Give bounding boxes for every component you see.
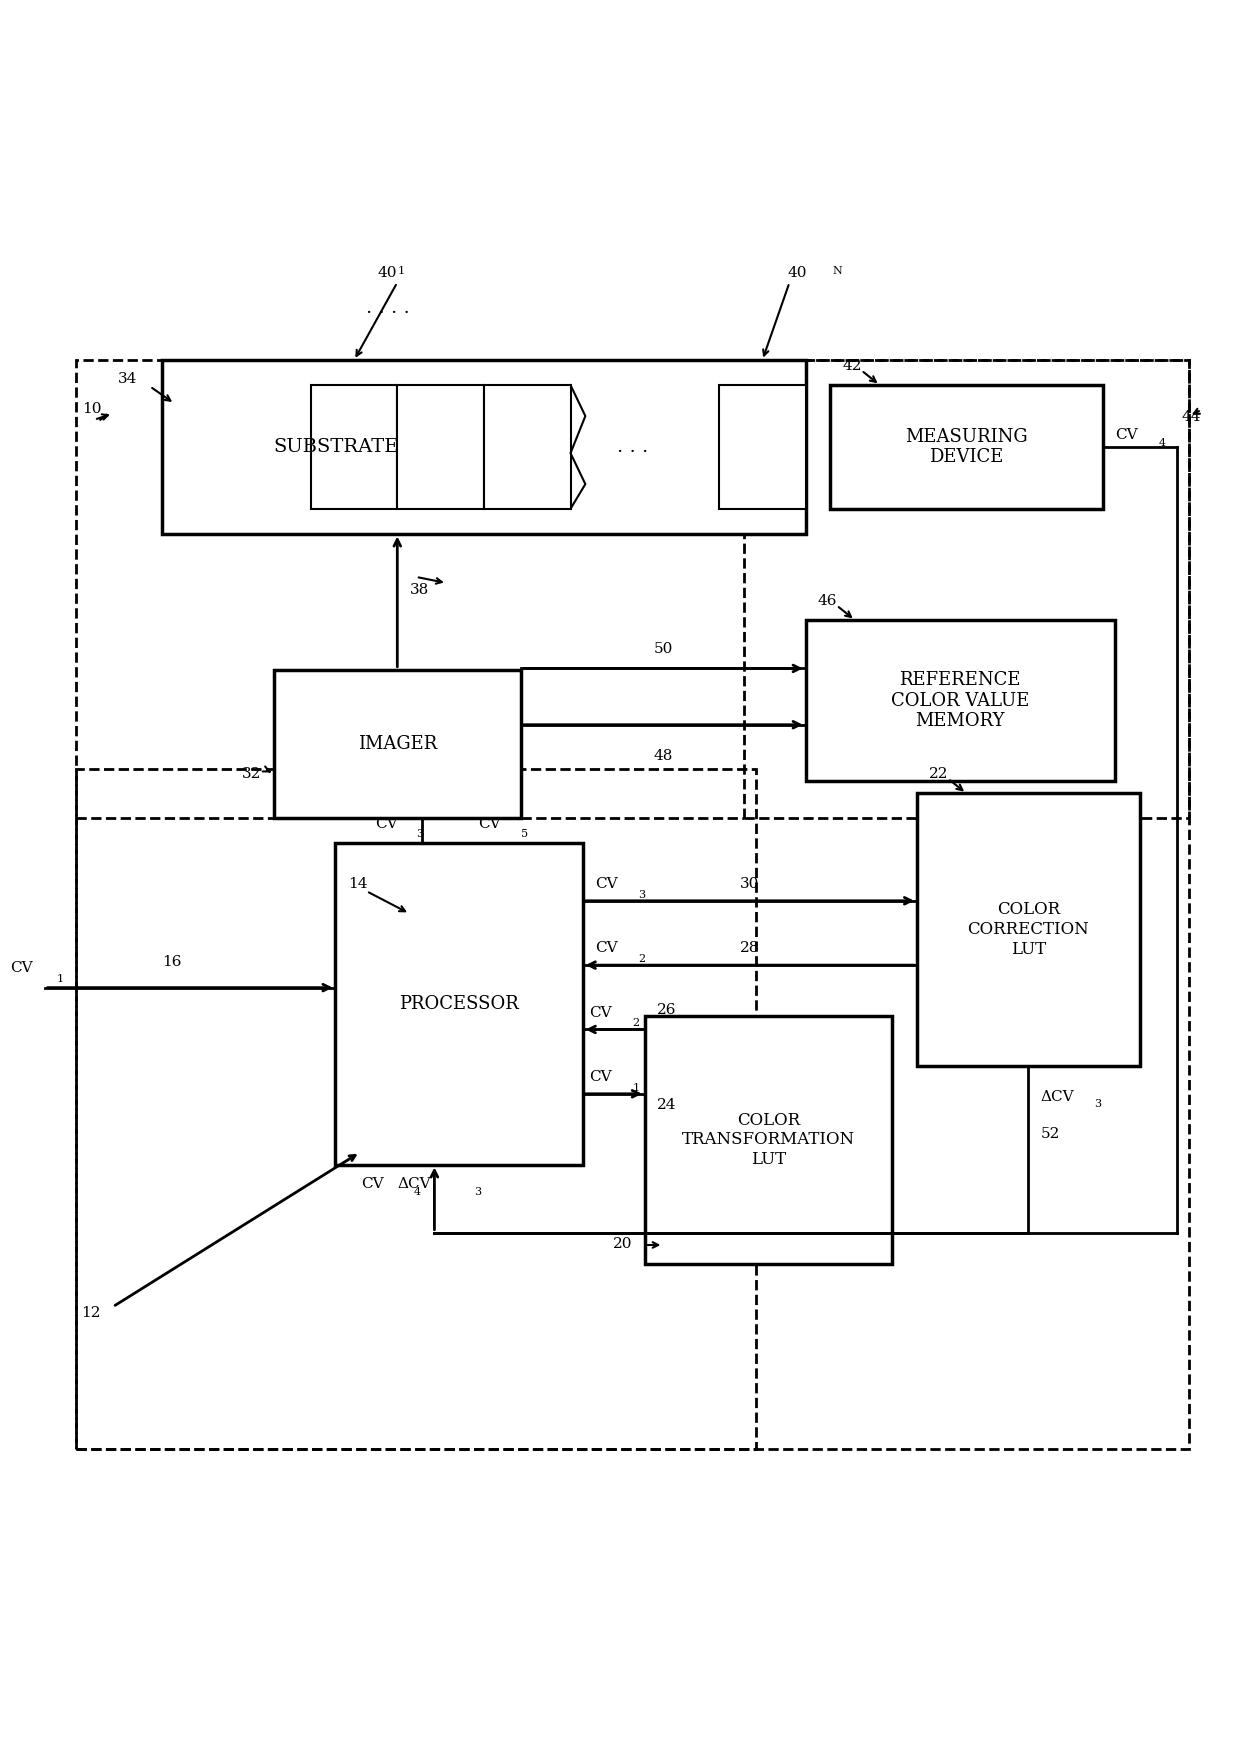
Text: N: N <box>833 266 842 276</box>
Text: CV: CV <box>477 817 501 831</box>
Text: REFERENCE
COLOR VALUE
MEMORY: REFERENCE COLOR VALUE MEMORY <box>892 671 1029 730</box>
Text: 1: 1 <box>632 1082 640 1093</box>
Text: 38: 38 <box>409 583 429 597</box>
Text: 52: 52 <box>1040 1128 1060 1142</box>
Text: 1: 1 <box>397 266 404 276</box>
Bar <box>336 843 583 1165</box>
Text: CV: CV <box>589 1070 611 1084</box>
Text: 1: 1 <box>57 973 64 984</box>
Text: 44: 44 <box>1182 410 1202 424</box>
Bar <box>274 669 521 818</box>
Bar <box>719 385 806 509</box>
Text: 40: 40 <box>378 266 397 280</box>
Text: CV: CV <box>10 961 32 975</box>
Text: CV: CV <box>1115 428 1137 442</box>
Text: 40: 40 <box>787 266 806 280</box>
Text: 10: 10 <box>82 401 102 415</box>
Text: 5: 5 <box>521 829 528 840</box>
Text: 24: 24 <box>657 1098 677 1112</box>
Text: 30: 30 <box>740 876 760 891</box>
Bar <box>397 385 484 509</box>
Text: 4: 4 <box>413 1186 420 1197</box>
Text: 2: 2 <box>632 1019 640 1028</box>
Text: 42: 42 <box>843 359 862 373</box>
Text: 48: 48 <box>653 750 673 764</box>
Text: ΔCV: ΔCV <box>398 1177 432 1192</box>
Text: 3: 3 <box>474 1186 481 1197</box>
Bar <box>76 769 756 1448</box>
Text: 20: 20 <box>613 1237 632 1251</box>
Text: CV: CV <box>589 1005 611 1019</box>
Text: 16: 16 <box>162 956 182 970</box>
Text: SUBSTRATE: SUBSTRATE <box>274 438 399 456</box>
Text: CV: CV <box>374 817 397 831</box>
Text: 4: 4 <box>1158 438 1166 449</box>
Text: 3: 3 <box>639 889 646 899</box>
Bar <box>162 361 806 533</box>
Text: 32: 32 <box>242 767 262 781</box>
Text: 50: 50 <box>653 642 673 656</box>
Text: MEASURING
DEVICE: MEASURING DEVICE <box>905 428 1028 466</box>
Text: 22: 22 <box>929 767 949 781</box>
Text: 14: 14 <box>347 876 367 891</box>
Text: IMAGER: IMAGER <box>357 736 436 753</box>
Bar <box>76 361 1189 1448</box>
Text: 2: 2 <box>639 954 646 964</box>
Text: COLOR
TRANSFORMATION
LUT: COLOR TRANSFORMATION LUT <box>682 1112 856 1169</box>
Text: ΔCV: ΔCV <box>1040 1091 1074 1104</box>
Text: 12: 12 <box>81 1306 100 1320</box>
Bar <box>645 1016 893 1264</box>
Text: CV: CV <box>361 1177 384 1192</box>
Bar <box>916 794 1140 1065</box>
Text: . . . .: . . . . <box>366 299 409 317</box>
Text: 34: 34 <box>118 373 138 387</box>
Text: CV: CV <box>595 942 618 956</box>
Text: 28: 28 <box>740 942 760 956</box>
Bar <box>744 361 1189 818</box>
Bar <box>311 385 397 509</box>
Text: . . .: . . . <box>616 438 649 456</box>
Text: PROCESSOR: PROCESSOR <box>399 994 520 1012</box>
Text: COLOR
CORRECTION
LUT: COLOR CORRECTION LUT <box>967 901 1089 957</box>
Bar <box>484 385 570 509</box>
Bar <box>806 620 1115 781</box>
Text: 3: 3 <box>415 829 423 840</box>
Text: 26: 26 <box>657 1003 677 1017</box>
Text: 3: 3 <box>1094 1098 1101 1109</box>
Bar <box>831 385 1102 509</box>
Text: 46: 46 <box>818 593 837 607</box>
Text: CV: CV <box>595 876 618 891</box>
